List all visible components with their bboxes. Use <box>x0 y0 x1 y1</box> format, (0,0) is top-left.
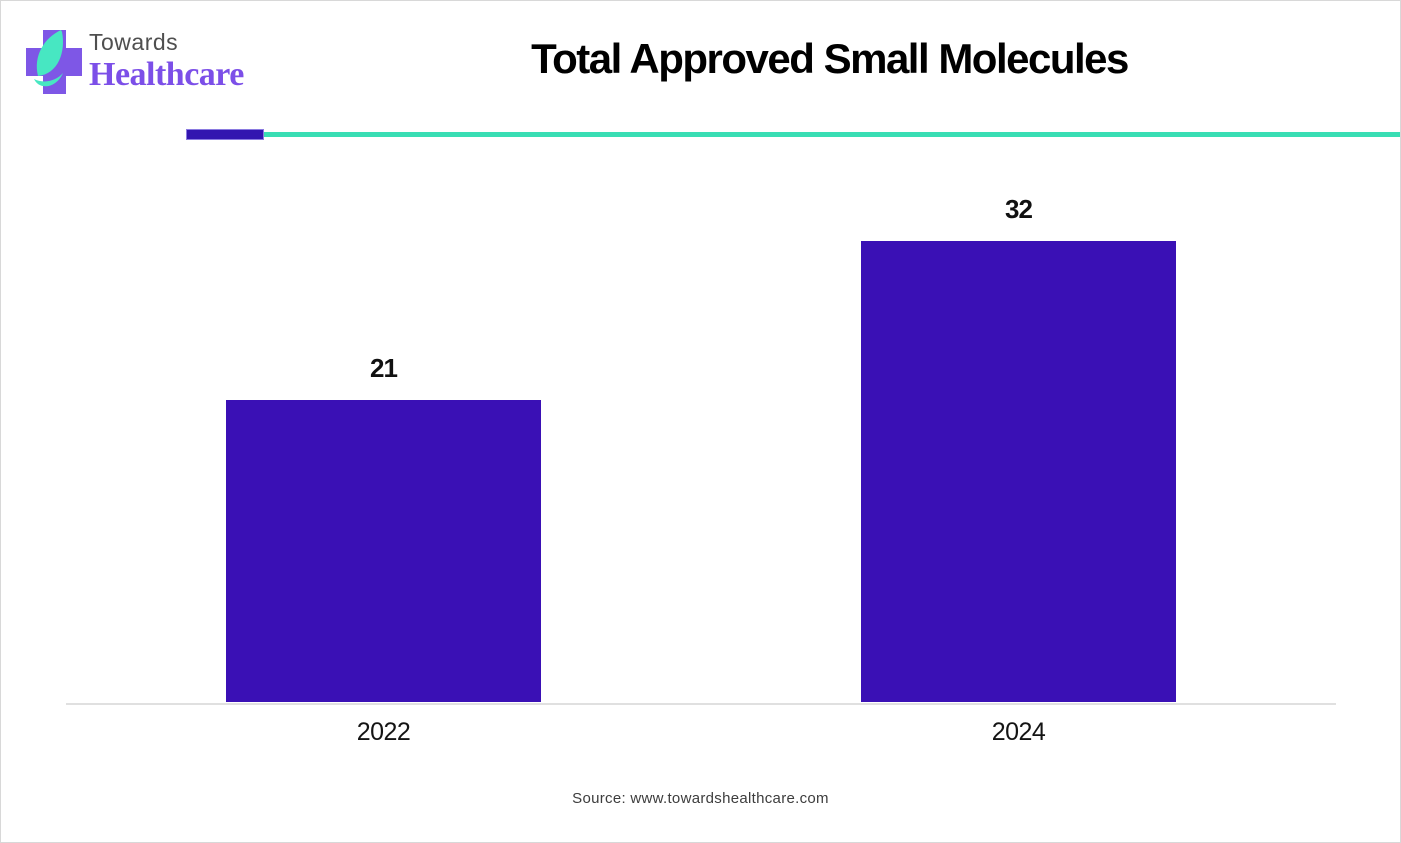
bar-2024 <box>861 241 1176 702</box>
chart-title: Total Approved Small Molecules <box>531 35 1129 82</box>
bar-value-label: 32 <box>1005 194 1033 224</box>
divider-accent <box>186 129 264 140</box>
logo: Towards Healthcare <box>25 29 244 95</box>
bar-column-2022: 21 2022 <box>226 353 541 746</box>
divider-line <box>264 132 1400 137</box>
bar-column-2024: 32 2024 <box>861 194 1176 746</box>
bar-value-label: 21 <box>370 353 398 383</box>
x-axis-line <box>66 703 1336 705</box>
x-tick-label: 2024 <box>991 718 1046 746</box>
logo-wordmark: Towards Healthcare <box>89 29 244 92</box>
x-tick-label: 2022 <box>356 718 411 746</box>
logo-brand-top: Towards <box>89 29 179 55</box>
logo-brand-bottom: Healthcare <box>89 56 244 93</box>
bar-2022 <box>226 400 541 702</box>
source-text: Source: www.towardshealthcare.com <box>572 790 829 807</box>
cross-leaf-icon <box>26 30 82 94</box>
